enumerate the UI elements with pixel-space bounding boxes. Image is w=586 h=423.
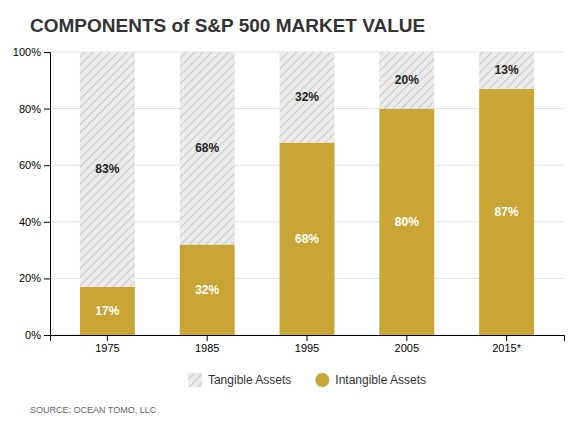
data-label: 80% [395, 215, 419, 229]
title: COMPONENTS of S&P 500 MARKET VALUE [30, 15, 425, 36]
x-tick-mark [406, 335, 407, 341]
bar [280, 143, 335, 335]
bar [280, 52, 335, 143]
y-tick-mark [44, 222, 50, 223]
y-tick-mark [44, 278, 50, 279]
y-tick-mark [44, 165, 50, 166]
legend-swatch [188, 373, 202, 387]
bar [379, 52, 434, 109]
x-tick-label: 1995 [295, 342, 319, 354]
legend-label: Intangible Assets [335, 373, 426, 387]
x-tick: 1985 [195, 335, 219, 354]
chart: 17%32%68%80%87%83%68%32%20%13%1975198519… [0, 0, 586, 423]
x-axis: 1975 1985 1995 2005 2015* [51, 335, 565, 354]
x-tick-label: 2015* [492, 342, 521, 354]
bar [80, 287, 135, 335]
y-tick-mark [44, 52, 50, 53]
legend-label: Tangible Assets [208, 373, 291, 387]
bar [479, 89, 534, 335]
data-labels: 17% 32% 68% 80% 87% 83% 68% 32% 20% 13% [95, 63, 519, 318]
y-tick: 40% [19, 216, 50, 228]
x-tick: 2005 [395, 335, 419, 354]
annotation: SOURCE: OCEAN TOMO, LLC [30, 405, 157, 415]
y-tick: 60% [19, 159, 50, 171]
legend-swatch [315, 373, 329, 387]
bars [80, 52, 534, 335]
legend-item: Tangible Assets [188, 373, 291, 387]
data-label: 87% [495, 205, 519, 219]
bar [479, 52, 534, 89]
data-label: 17% [95, 304, 119, 318]
x-tick-label: 1985 [195, 342, 219, 354]
x-tick-label: 1975 [95, 342, 119, 354]
y-tick-label: 0% [25, 329, 41, 341]
y-tick-label: 100% [13, 46, 41, 58]
grid [50, 52, 564, 335]
y-tick-label: 80% [19, 103, 41, 115]
bar-series [80, 52, 534, 287]
x-tick: 2015* [492, 335, 521, 354]
legend-item: Intangible Assets [315, 373, 426, 387]
plot: 17%32%68%80%87%83%68%32%20%13%1975198519… [13, 46, 565, 354]
y-axis-line [44, 53, 51, 336]
data-label: 20% [395, 73, 419, 87]
bar [80, 52, 135, 287]
data-label: 13% [495, 63, 519, 77]
x-tick: 1995 [295, 335, 319, 354]
x-tick-mark [207, 335, 208, 341]
y-tick: 20% [19, 272, 50, 284]
y-tick: 0% [25, 329, 50, 341]
y-axis: 0% 20% 40% 60% 80% 100% [13, 46, 51, 341]
y-tick-label: 20% [19, 272, 41, 284]
y-tick: 80% [19, 103, 50, 115]
x-tick-mark [307, 335, 308, 341]
y-tick-mark [44, 109, 50, 110]
y-tick-label: 40% [19, 216, 41, 228]
y-tick-label: 60% [19, 159, 41, 171]
data-label: 68% [295, 232, 319, 246]
data-label: 83% [95, 162, 119, 176]
bar [180, 52, 235, 244]
legend: Tangible Assets Intangible Assets [188, 373, 426, 387]
x-tick: 1975 [95, 335, 119, 354]
data-label: 68% [195, 141, 219, 155]
data-label: 32% [195, 283, 219, 297]
x-tick-mark [107, 335, 108, 341]
y-tick-mark [44, 335, 50, 336]
x-tick-mark [506, 335, 507, 341]
data-label: 32% [295, 90, 319, 104]
bar [379, 109, 434, 335]
bar [180, 244, 235, 335]
y-tick: 100% [13, 46, 50, 58]
x-axis-line [51, 336, 565, 342]
x-tick-label: 2005 [395, 342, 419, 354]
